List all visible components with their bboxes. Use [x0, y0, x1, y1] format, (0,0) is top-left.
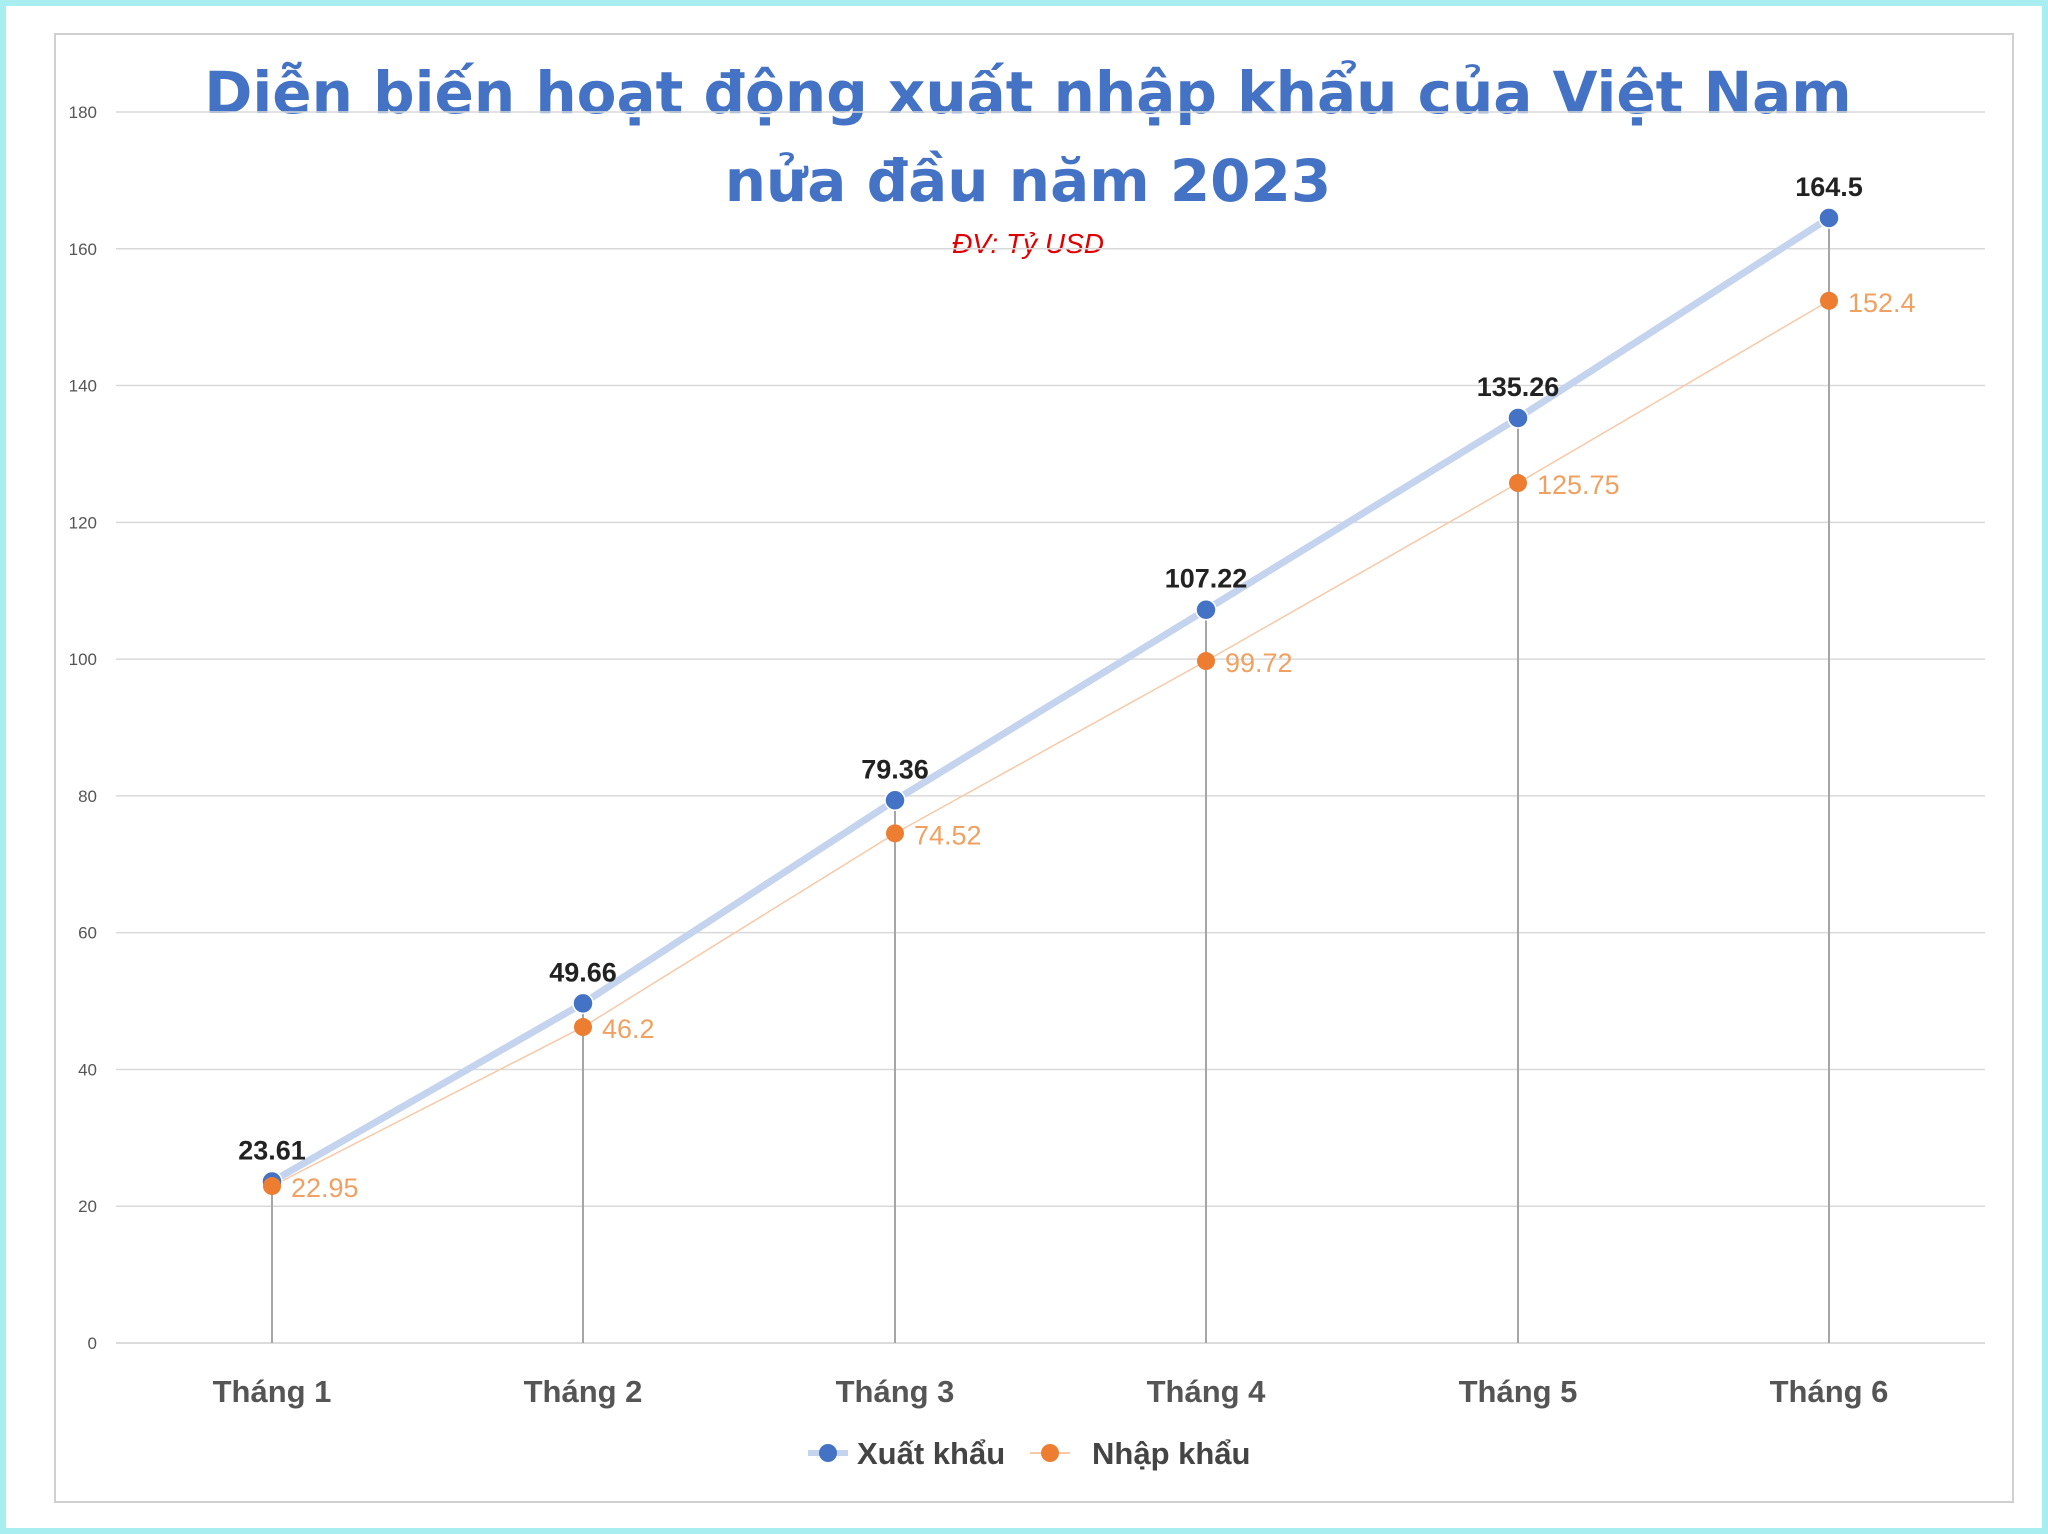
drop-lines	[271, 218, 1830, 1343]
y-tick-label-140: 140	[69, 377, 97, 396]
legend-marker-swatch	[1041, 1444, 1059, 1462]
data-label-nhap-khau-3: 74.52	[914, 820, 982, 850]
x-tick-label-3: Tháng 3	[836, 1374, 955, 1409]
x-tick-label-5: Tháng 5	[1459, 1374, 1578, 1409]
series-markers	[261, 207, 1840, 1196]
series-line-nhap-khau	[271, 300, 1830, 1187]
data-labels: 23.61 49.66 79.36 107.22 135.26 164.5 22.95 46.…	[238, 172, 1915, 1203]
data-label-xuat-khau-5: 135.26	[1477, 372, 1560, 402]
x-tick-label-1: Tháng 1	[213, 1374, 332, 1409]
data-label-xuat-khau-6: 164.5	[1795, 172, 1863, 202]
y-tick-label-120: 120	[69, 513, 97, 532]
data-label-xuat-khau-2: 49.66	[549, 957, 617, 987]
data-label-nhap-khau-6: 152.4	[1848, 288, 1916, 318]
chart-title-line-2: nửa đầu năm 2023	[725, 147, 1332, 215]
data-label-nhap-khau-5: 125.75	[1537, 470, 1620, 500]
point-nhap-khau-3	[886, 824, 904, 843]
data-label-xuat-khau-4: 107.22	[1165, 564, 1248, 594]
x-tick-label-2: Tháng 2	[524, 1374, 643, 1409]
data-label-nhap-khau-1: 22.95	[291, 1173, 359, 1203]
point-nhap-khau-6	[1820, 291, 1838, 310]
legend-label: Xuất khẩu	[857, 1436, 1005, 1471]
legend: Xuất khẩu Nhập khẩu	[808, 1436, 1250, 1471]
y-tick-label-40: 40	[78, 1060, 97, 1079]
data-label-nhap-khau-4: 99.72	[1225, 648, 1293, 678]
point-nhap-khau-5	[1509, 474, 1527, 493]
chart-title-line-1: Diễn biến hoạt động xuất nhập khẩu của V…	[204, 59, 1851, 127]
y-axis-ticks: 0 20 40 60 80 100 120 140 160 180	[69, 103, 97, 1353]
chart-subtitle-unit: ĐV: Tỷ USD	[952, 228, 1104, 259]
point-nhap-khau-1	[263, 1177, 281, 1196]
gridlines	[116, 111, 1985, 1344]
y-tick-label-80: 80	[78, 787, 97, 806]
legend-marker-swatch	[819, 1444, 837, 1462]
chart-area	[54, 33, 2014, 1503]
y-tick-label-180: 180	[69, 103, 97, 122]
point-xuat-khau-6	[1818, 207, 1840, 229]
point-xuat-khau-5	[1507, 407, 1529, 429]
y-tick-label-60: 60	[78, 924, 97, 943]
point-xuat-khau-2	[572, 992, 594, 1015]
data-label-nhap-khau-2: 46.2	[602, 1014, 655, 1044]
point-nhap-khau-4	[1197, 652, 1215, 671]
series-line-xuat-khau	[268, 214, 1833, 1186]
x-tick-label-6: Tháng 6	[1770, 1374, 1889, 1409]
data-label-xuat-khau-3: 79.36	[861, 754, 929, 784]
y-tick-label-0: 0	[88, 1334, 97, 1353]
point-xuat-khau-3	[884, 789, 906, 812]
point-xuat-khau-4	[1195, 598, 1217, 621]
y-tick-label-160: 160	[69, 240, 97, 259]
y-tick-label-100: 100	[69, 650, 97, 669]
data-label-xuat-khau-1: 23.61	[238, 1136, 306, 1166]
legend-label: Nhập khẩu	[1092, 1436, 1250, 1471]
series-lines	[268, 214, 1833, 1187]
legend-item-nhap-khau: Nhập khẩu	[1030, 1436, 1250, 1471]
x-tick-label-4: Tháng 4	[1147, 1374, 1267, 1409]
x-axis-ticks: Tháng 1 Tháng 2 Tháng 3 Tháng 4 Tháng 5 Tháng…	[213, 1374, 1889, 1409]
legend-item-xuat-khau: Xuất khẩu	[808, 1436, 1005, 1471]
y-tick-label-20: 20	[78, 1197, 97, 1216]
point-nhap-khau-2	[574, 1018, 592, 1037]
